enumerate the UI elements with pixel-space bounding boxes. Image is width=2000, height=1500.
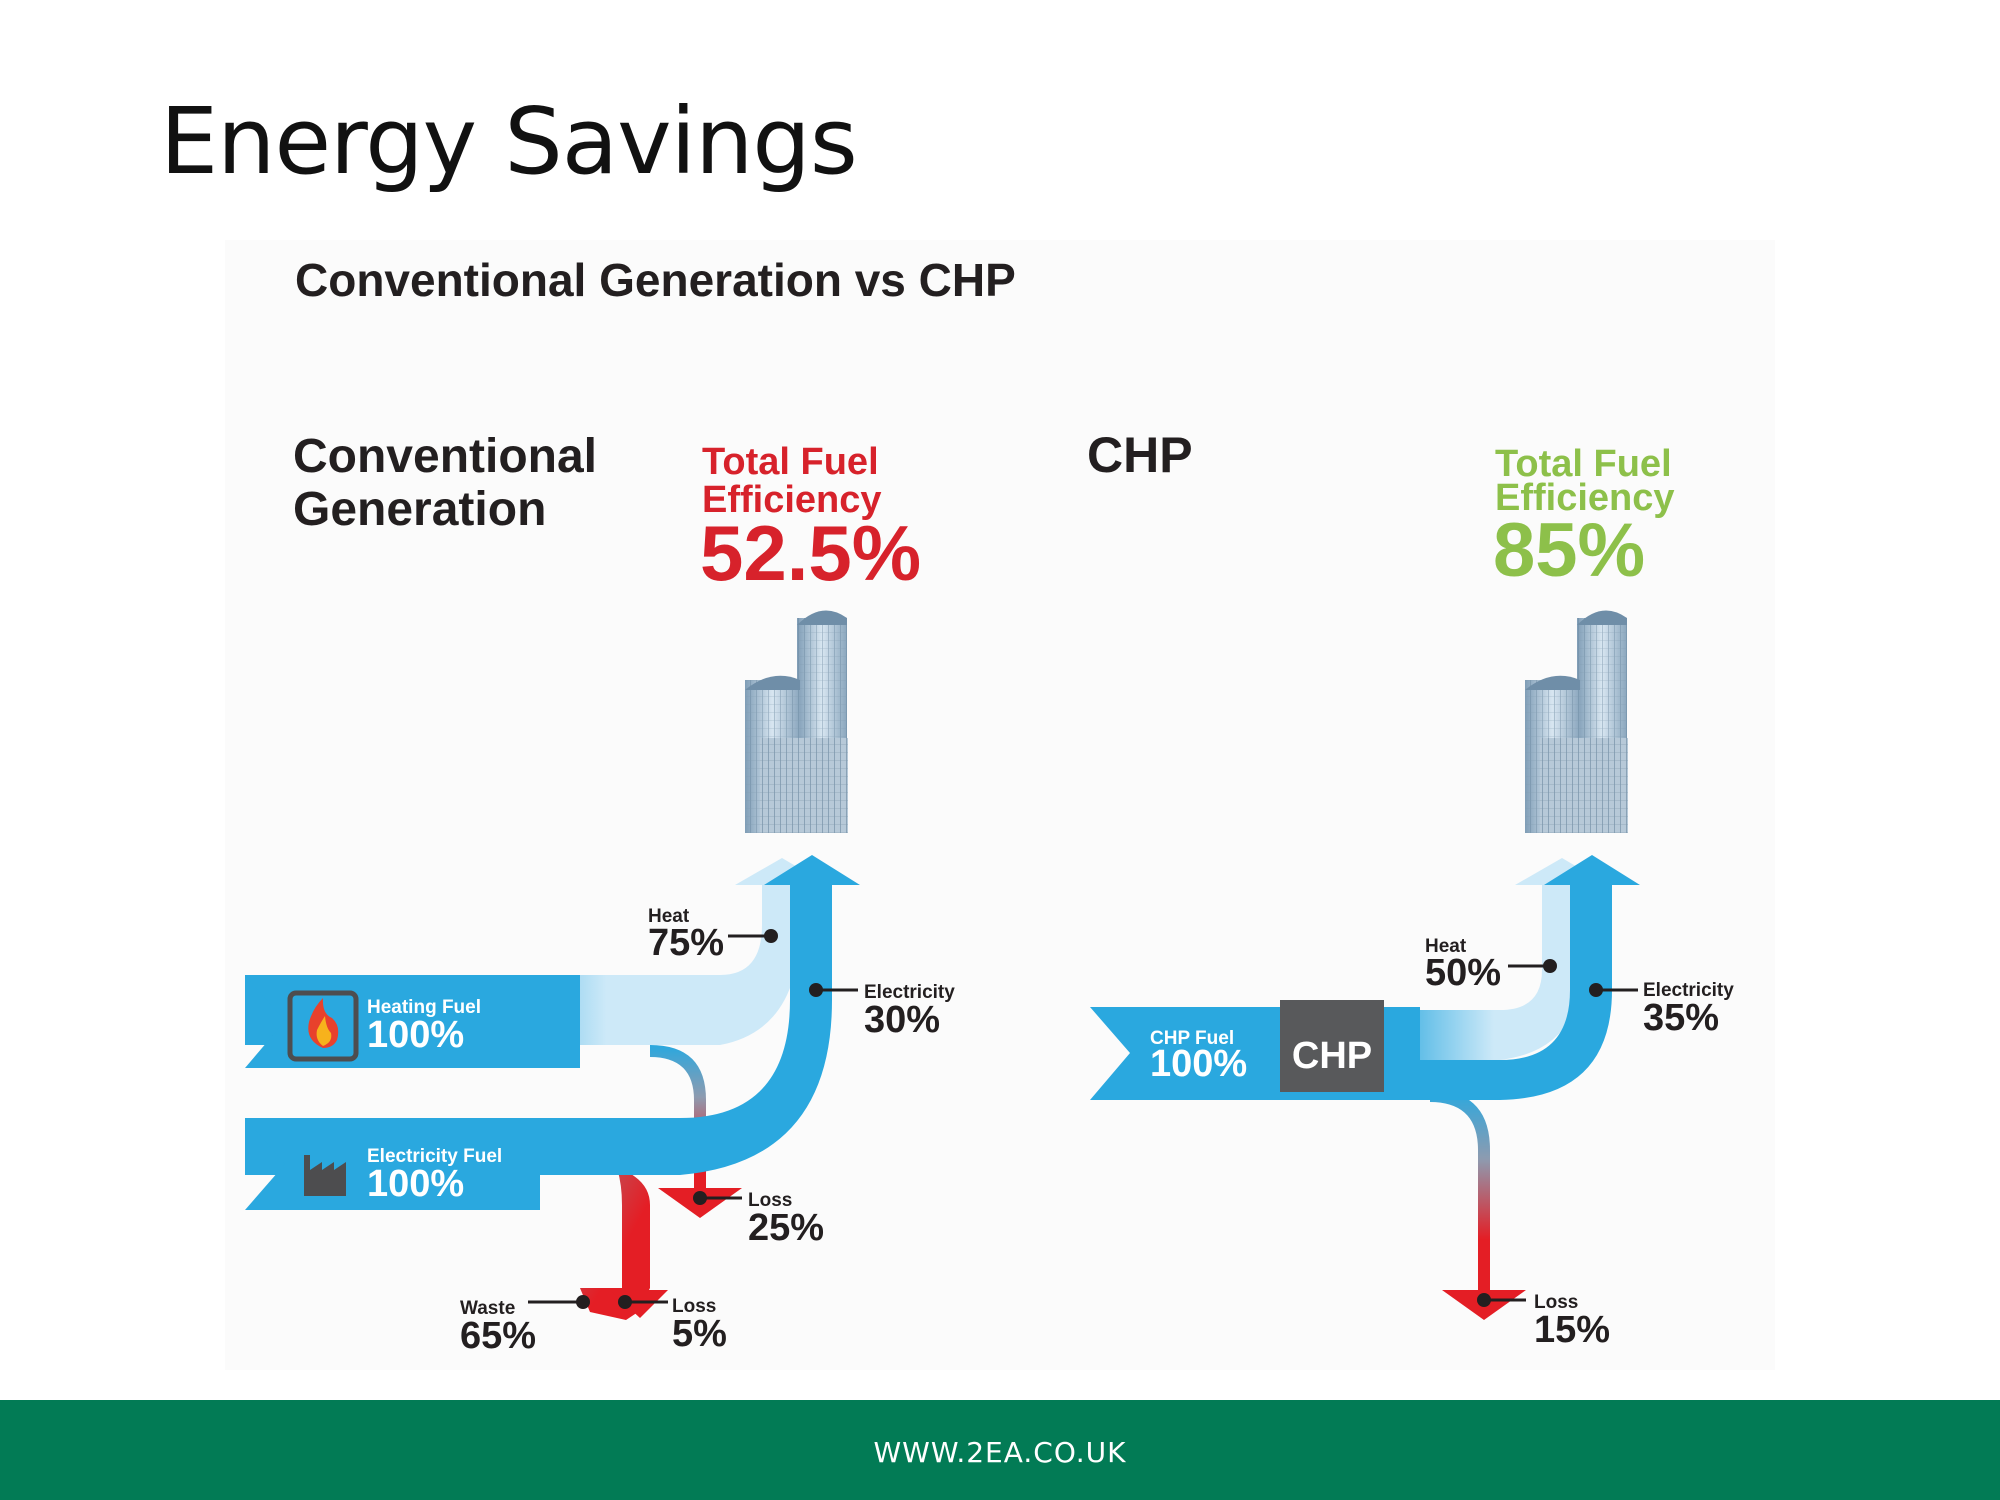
chp-efficiency-line2: Efficiency [1495,477,1675,519]
footer-website-link[interactable]: WWW.2EA.CO.UK [873,1436,1127,1469]
conventional-efficiency-line1: Total Fuel [702,441,879,483]
chp-label: CHP [1087,427,1193,483]
heat-value-chp: 50% [1425,952,1501,994]
chp-efficiency-value: 85% [1493,508,1645,593]
waste-label: Waste [460,1298,515,1319]
conventional-label-line1: Conventional [293,430,597,483]
building-icon-chp [1525,610,1628,833]
footer-bar: WWW.2EA.CO.UK [0,1400,2000,1500]
heat-flow-chp [1380,858,1608,1060]
building-icon-conventional [745,610,848,833]
loss-label-conventional-2: Loss [672,1296,716,1317]
heating-fuel-label: Heating Fuel [367,997,481,1018]
diagram-heading: Conventional Generation vs CHP [295,254,1016,306]
loss-value-conventional-1: 25% [748,1207,824,1249]
electricity-label-conventional: Electricity [864,982,955,1003]
heat-label-chp: Heat [1425,936,1467,957]
conventional-label-line2: Generation [293,483,546,536]
slide-title: Energy Savings [160,88,858,195]
electricity-value-conventional: 30% [864,999,940,1041]
heating-fuel-value: 100% [367,1014,464,1056]
heat-label-conventional: Heat [648,906,690,927]
heat-value-conventional: 75% [648,922,724,964]
waste-value: 65% [460,1315,536,1357]
loss-flow-chp [1430,1090,1526,1320]
factory-icon [304,1155,346,1196]
electricity-label-chp: Electricity [1643,980,1734,1001]
electricity-fuel-label: Electricity Fuel [367,1146,502,1167]
chp-fuel-label: CHP Fuel [1150,1028,1234,1049]
electricity-value-chp: 35% [1643,997,1719,1039]
loss-label-conventional-1: Loss [748,1190,792,1211]
loss-value-chp: 15% [1534,1309,1610,1351]
flame-icon [287,990,359,1062]
electricity-flow-chp [1400,855,1640,1100]
conventional-efficiency-value: 52.5% [700,509,921,597]
chp-unit-label: CHP [1292,1035,1372,1077]
loss-value-conventional-2: 5% [672,1313,727,1355]
electricity-fuel-value: 100% [367,1163,464,1205]
chp-unit-box [1280,1000,1384,1092]
chp-fuel-value: 100% [1150,1043,1247,1085]
conventional-efficiency-line2: Efficiency [702,479,882,521]
chp-efficiency-line1: Total Fuel [1495,443,1672,485]
loss-label-chp: Loss [1534,1292,1578,1313]
